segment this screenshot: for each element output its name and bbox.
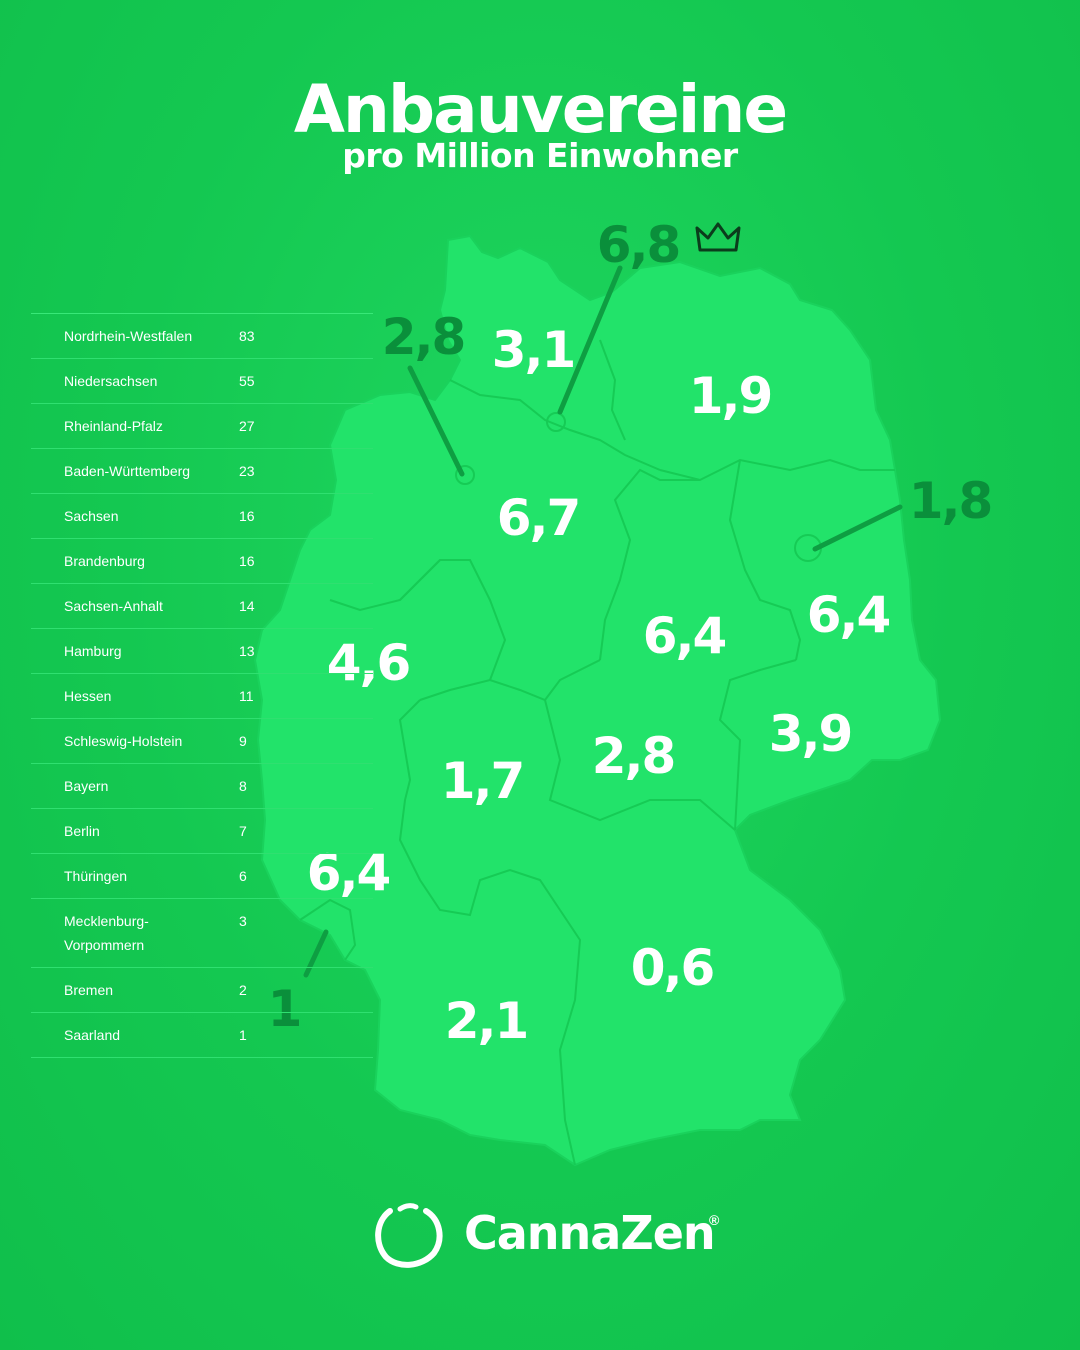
table-row: Schleswig-Holstein 9	[31, 719, 373, 764]
bremen-marker	[455, 465, 475, 485]
state-name: Saarland	[64, 1027, 121, 1043]
table-row: Rheinland-Pfalz 27	[31, 404, 373, 449]
map-label-bremen: 2,8	[382, 308, 465, 366]
state-name: Hamburg	[64, 643, 122, 659]
table-row: Baden-Württemberg 23	[31, 449, 373, 494]
ranking-table: Nordrhein-Westfalen 83 Niedersachsen 55 Rhei…	[31, 313, 373, 1058]
state-name: Berlin	[64, 823, 100, 839]
state-name: Bremen	[64, 982, 114, 998]
state-name: Niedersachsen	[64, 373, 158, 389]
page-subtitle: pro Million Einwohner	[342, 136, 738, 175]
brand-name: CannaZen	[464, 1206, 716, 1260]
state-name: Sachsen-Anhalt	[64, 598, 163, 614]
table-row: Mecklenburg- Vorpommern 3	[31, 899, 373, 968]
map-label-hessen: 1,7	[441, 752, 524, 810]
table-row: Thüringen 6	[31, 854, 373, 899]
state-name: Schleswig-Holstein	[64, 733, 183, 749]
state-value: 8	[239, 778, 247, 794]
leader-line-hamburg	[557, 265, 623, 415]
state-value: 7	[239, 823, 247, 839]
map-label-bayern: 0,6	[631, 939, 714, 997]
state-value: 14	[239, 598, 255, 614]
state-value: 2	[239, 982, 247, 998]
table-row: Nordrhein-Westfalen 83	[31, 314, 373, 359]
map-label-berlin: 1,8	[909, 472, 992, 530]
state-value: 13	[239, 643, 255, 659]
map-label-saarland: 1	[268, 980, 301, 1038]
state-value: 27	[239, 418, 255, 434]
state-value: 6	[239, 868, 247, 884]
hamburg-marker	[546, 412, 566, 432]
state-value: 11	[239, 688, 254, 704]
table-row: Berlin 7	[31, 809, 373, 854]
table-row: Niedersachsen 55	[31, 359, 373, 404]
state-name: Rheinland-Pfalz	[64, 418, 163, 434]
leader-line-berlin	[812, 504, 903, 552]
table-row: Saarland 1	[31, 1013, 373, 1058]
crown-icon	[695, 222, 741, 252]
state-name: Mecklenburg- Vorpommern	[64, 913, 149, 953]
state-name: Bayern	[64, 778, 109, 794]
state-value: 83	[239, 328, 255, 344]
map-label-thueringen: 2,8	[592, 727, 675, 785]
state-name: Hessen	[64, 688, 112, 704]
state-value: 55	[239, 373, 255, 389]
map-label-mecklenburg-vorpommern: 1,9	[689, 367, 772, 425]
state-value: 1	[239, 1027, 247, 1043]
map-label-baden-wuerttemberg: 2,1	[445, 992, 528, 1050]
table-row: Brandenburg 16	[31, 539, 373, 584]
page-title: Anbauvereine	[293, 71, 788, 148]
germany-outline	[253, 234, 942, 1167]
state-name: Sachsen	[64, 508, 119, 524]
state-value: 3	[239, 913, 247, 929]
leader-line-bremen	[407, 365, 465, 477]
state-value: 16	[239, 553, 255, 569]
state-name: Thüringen	[64, 868, 128, 884]
map-label-sachsen-anhalt: 6,4	[643, 607, 726, 665]
state-name: Nordrhein-Westfalen	[64, 328, 193, 344]
registered-mark: ®	[709, 1212, 720, 1228]
state-name: Baden-Württemberg	[64, 463, 191, 479]
state-value: 16	[239, 508, 255, 524]
map-label-sachsen: 3,9	[769, 705, 852, 763]
table-row: Sachsen-Anhalt 14	[31, 584, 373, 629]
state-name: Brandenburg	[64, 553, 145, 569]
map-label-schleswig-holstein: 3,1	[492, 321, 575, 379]
map-label-brandenburg: 6,4	[807, 586, 890, 644]
map-label-hamburg: 6,8	[597, 216, 680, 274]
map-label-nordrhein-westfalen: 4,6	[327, 634, 410, 692]
table-row: Hessen 11	[31, 674, 373, 719]
leaf-ring-icon	[375, 1203, 443, 1268]
map-label-niedersachsen: 6,7	[497, 489, 580, 547]
state-value: 23	[239, 463, 255, 479]
table-row: Bayern 8	[31, 764, 373, 809]
state-borders	[299, 339, 895, 1166]
table-row: Bremen 2	[31, 968, 373, 1013]
table-row: Sachsen 16	[31, 494, 373, 539]
table-row: Hamburg 13	[31, 629, 373, 674]
state-value: 9	[239, 733, 247, 749]
